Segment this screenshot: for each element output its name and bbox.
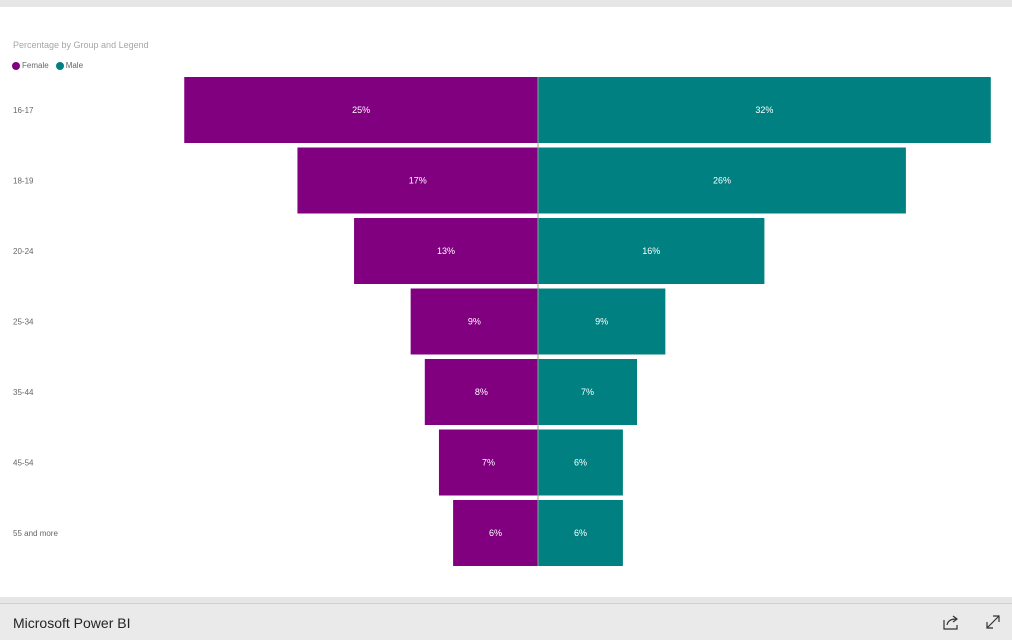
data-label-male-45-54: 6% <box>574 458 587 468</box>
data-label-female-55-and-more: 6% <box>489 528 502 538</box>
footer-brand: Microsoft Power BI <box>13 615 130 631</box>
data-label-female-18-19: 17% <box>409 176 427 186</box>
data-label-male-55-and-more: 6% <box>574 528 587 538</box>
chart-plot: 25% 32% 16-17 17% 26% 18-19 13% 16% 20-24 9% 9% 25-… <box>0 7 1012 597</box>
category-label-16-17: 16-17 <box>13 106 34 115</box>
fullscreen-icon[interactable] <box>984 613 1002 631</box>
share-icon[interactable] <box>942 613 960 631</box>
footer-bar: Microsoft Power BI <box>0 603 1012 640</box>
category-label-20-24: 20-24 <box>13 247 34 256</box>
top-strip <box>0 0 1012 7</box>
data-label-male-20-24: 16% <box>642 246 660 256</box>
category-label-45-54: 45-54 <box>13 459 34 468</box>
data-label-female-25-34: 9% <box>468 317 481 327</box>
data-label-female-45-54: 7% <box>482 458 495 468</box>
data-label-male-16-17: 32% <box>755 105 773 115</box>
data-label-female-35-44: 8% <box>475 387 488 397</box>
category-label-55-and-more: 55 and more <box>13 529 58 538</box>
data-label-male-18-19: 26% <box>713 176 731 186</box>
data-label-male-35-44: 7% <box>581 387 594 397</box>
category-label-18-19: 18-19 <box>13 177 34 186</box>
data-label-female-20-24: 13% <box>437 246 455 256</box>
category-label-35-44: 35-44 <box>13 388 34 397</box>
data-label-male-25-34: 9% <box>595 317 608 327</box>
data-label-female-16-17: 25% <box>352 105 370 115</box>
chart-area: Percentage by Group and Legend Female Ma… <box>0 7 1012 597</box>
category-label-25-34: 25-34 <box>13 318 34 327</box>
